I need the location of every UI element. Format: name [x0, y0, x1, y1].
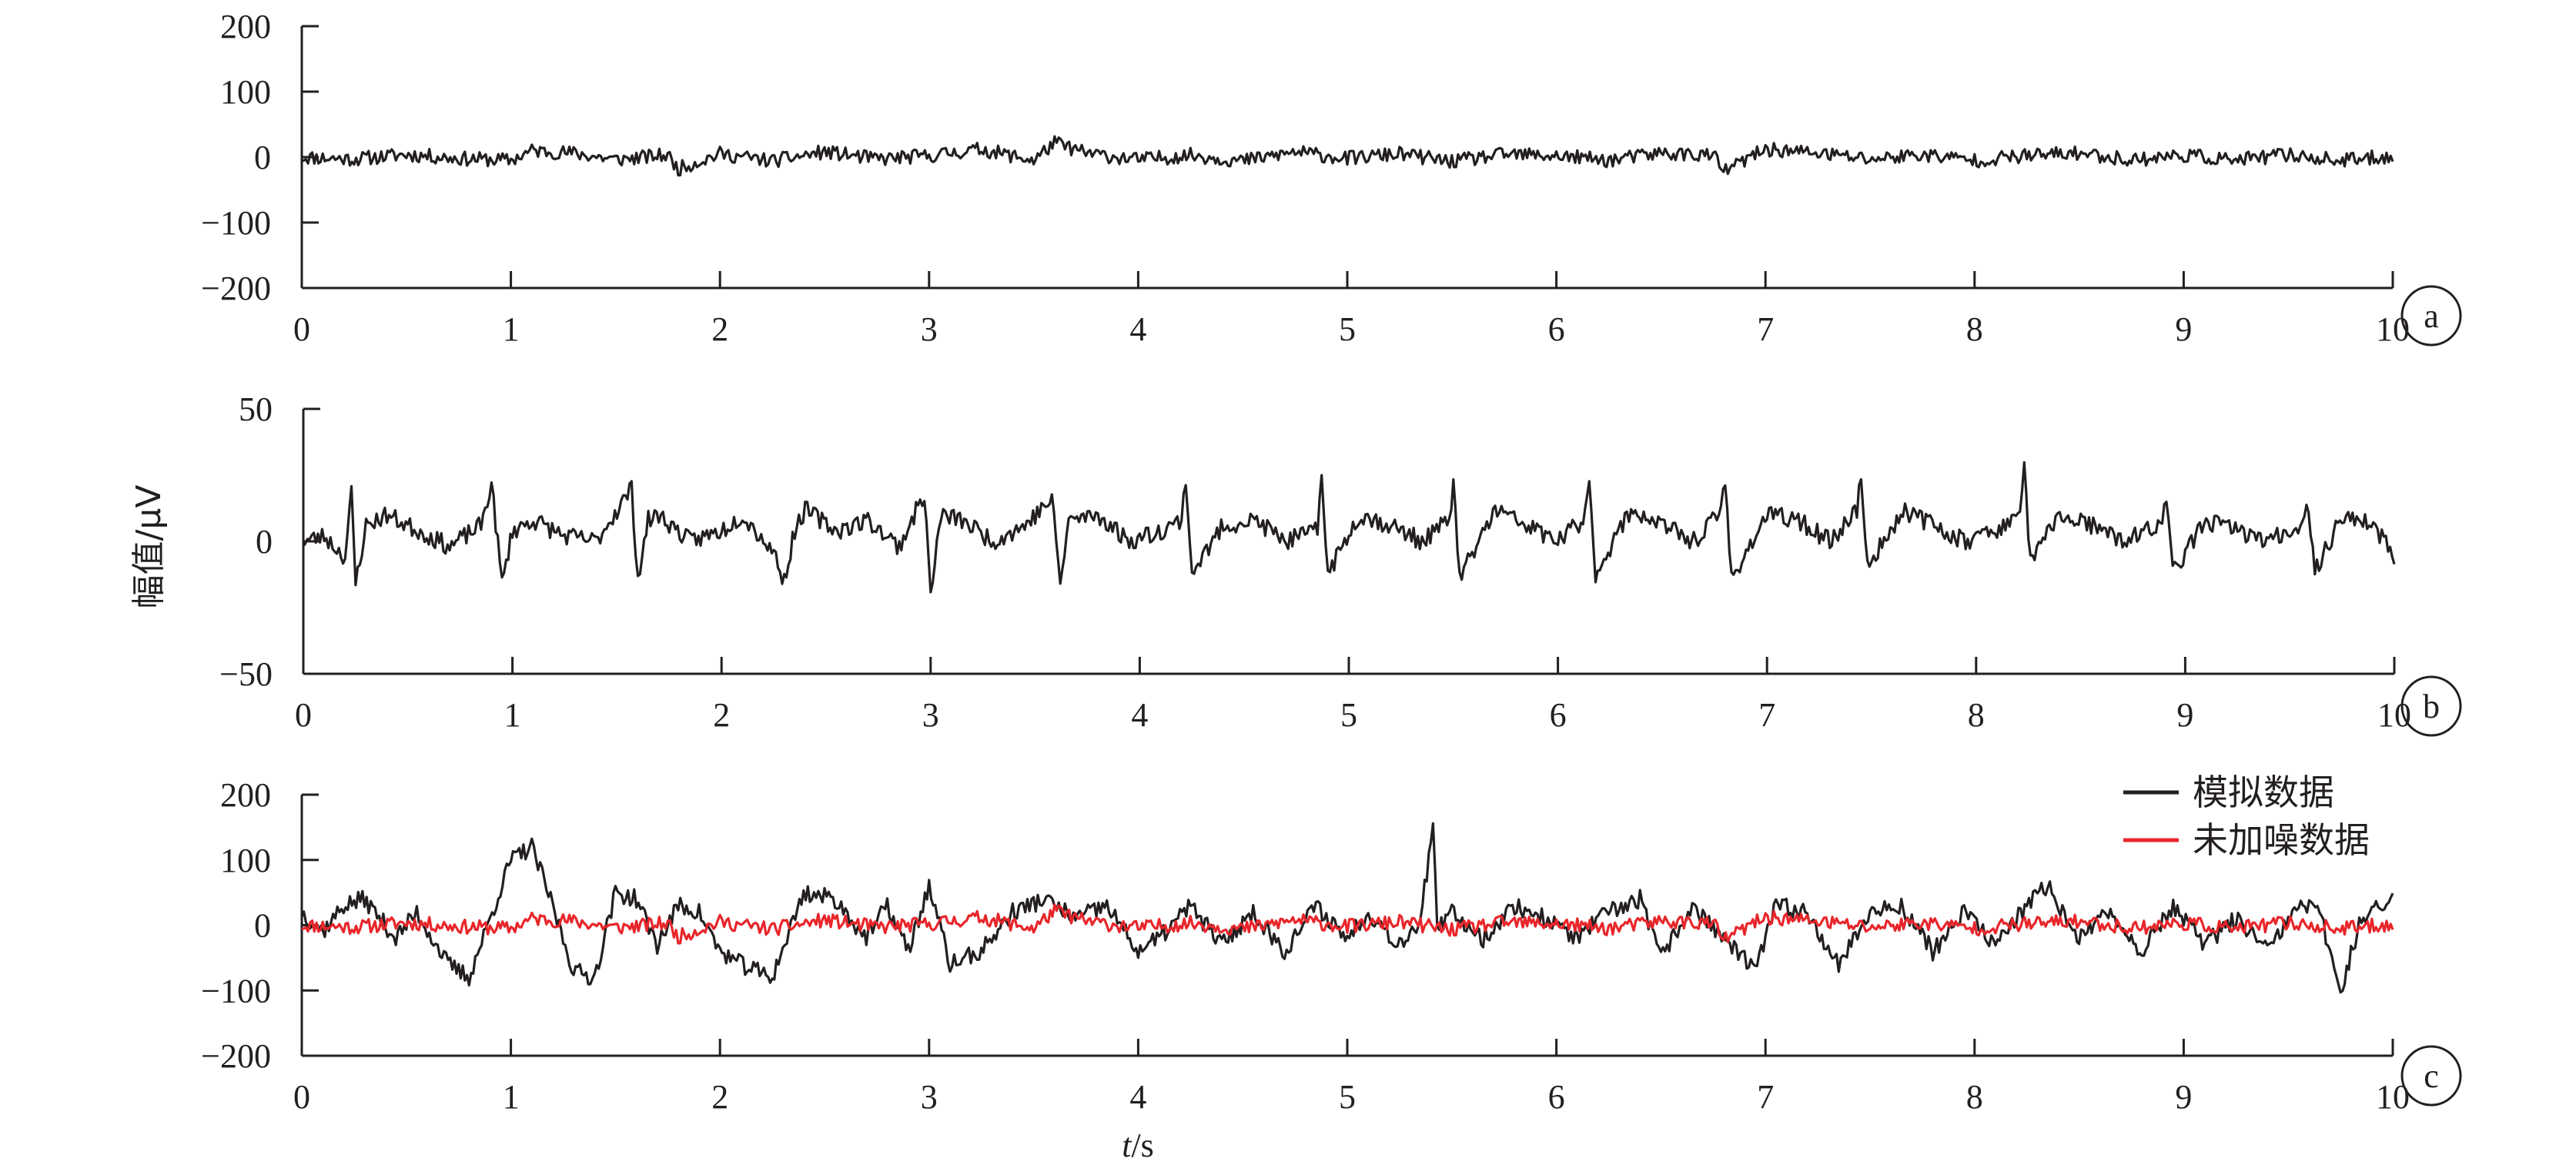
panel-a-x-tick-label: 9 [2175, 310, 2192, 348]
panel-c-y-tick-label: 100 [220, 842, 271, 879]
panel-b-tag: b [2400, 675, 2462, 737]
x-axis-title-var: t [1122, 1127, 1132, 1164]
panel-a-x-tick-label: 5 [1339, 310, 1356, 348]
panel-c-x-tick-label: 8 [1966, 1078, 1983, 1116]
panel-c-x-tick-label: 2 [711, 1078, 728, 1116]
panel-b-plot: 50 0 −50 0 1 2 3 4 5 6 7 8 9 10 [219, 390, 2411, 734]
panel-c-x-tick-label: 6 [1548, 1078, 1565, 1116]
panel-b-x-tick-label: 0 [295, 696, 312, 734]
panel-c-x-tick-label: 3 [921, 1078, 938, 1116]
panel-c-x-tick-label: 4 [1129, 1078, 1146, 1116]
panel-a-tag-label: a [2424, 297, 2439, 335]
panel-b-x-tick-label: 7 [1758, 696, 1775, 734]
panel-b-y-tick-label: 0 [256, 523, 273, 561]
legend-label-simulated: 模拟数据 [2193, 772, 2334, 813]
legend: 模拟数据 未加噪数据 [2123, 772, 2370, 861]
panel-a-y-tick-label: 200 [220, 8, 271, 45]
panel-c-y-tick-label: −200 [201, 1037, 271, 1075]
panel-b-x-tick-label: 9 [2176, 696, 2193, 734]
panel-a-y-tick-label: −200 [201, 270, 271, 307]
legend-label-clean: 未加噪数据 [2193, 819, 2370, 861]
panel-c-y-tick-label: −100 [201, 972, 271, 1010]
panel-c-x-tick-label: 5 [1339, 1078, 1356, 1116]
panel-c-series-0-line [300, 822, 2394, 994]
panel-b-x-tick-label: 4 [1131, 696, 1148, 734]
panel-b-x-tick-label: 8 [1968, 696, 1985, 734]
panel-b-x-tick-label: 10 [2377, 696, 2411, 734]
panel-a-tag: a [2400, 285, 2462, 347]
panel-a-x-tick-label: 8 [1966, 310, 1983, 348]
panel-c-x-tick-label: 9 [2175, 1078, 2192, 1116]
panel-b-y-tick-label: 50 [239, 390, 273, 428]
panel-b-tag-label: b [2423, 688, 2440, 725]
panel-c: 200 100 0 −100 −200 0 1 2 3 4 5 6 7 8 9 10 c 模拟数据 未加噪数据 [201, 772, 2462, 1116]
panel-c-x-tick-label: 1 [503, 1078, 520, 1116]
panel-c-plot: 200 100 0 −100 −200 0 1 2 3 4 5 6 7 8 9 10 [201, 776, 2410, 1116]
panel-a-tag-circle [2400, 285, 2462, 347]
panel-b-x-tick-label: 2 [713, 696, 730, 734]
panel-c-x-tick-label: 7 [1757, 1078, 1774, 1116]
panel-c-tag: c [2400, 1045, 2462, 1107]
panel-c-x-tick-label: 10 [2376, 1078, 2410, 1116]
panel-b-y-tick-label: −50 [219, 655, 273, 693]
panel-b-x-tick-label: 6 [1550, 696, 1567, 734]
panel-b-x-tick-label: 1 [504, 696, 521, 734]
panel-a-x-tick-label: 7 [1757, 310, 1774, 348]
panel-a-x-tick-label: 3 [921, 310, 938, 348]
panel-c-tag-label: c [2424, 1057, 2439, 1095]
panel-c-tag-circle [2400, 1045, 2462, 1107]
panel-a-x-tick-label: 6 [1548, 310, 1565, 348]
panel-b-x-tick-label: 5 [1340, 696, 1357, 734]
x-axis-title: t/s [1122, 1127, 1154, 1164]
y-axis-title: 幅值/μV [129, 485, 169, 609]
panel-c-series-1-line [301, 903, 2394, 945]
panel-a-y-tick-label: 100 [220, 73, 271, 111]
panel-b-x-tick-label: 3 [922, 696, 939, 734]
panel-a-y-tick-label: 0 [254, 139, 271, 176]
panel-b-series-0-line [302, 460, 2396, 594]
panel-c-x-tick-label: 0 [293, 1078, 310, 1116]
panel-a-series-0-line [301, 135, 2394, 177]
panel-c-y-tick-label: 0 [254, 907, 271, 945]
panel-c-y-tick-label: 200 [220, 776, 271, 814]
panel-a-x-tick-label: 2 [711, 310, 728, 348]
panel-a-x-tick-label: 4 [1129, 310, 1146, 348]
panel-a-x-tick-label: 0 [293, 310, 310, 348]
panel-a-y-tick-label: −100 [201, 204, 271, 242]
panel-a-x-tick-label: 1 [503, 310, 520, 348]
panel-b: 50 0 −50 0 1 2 3 4 5 6 7 8 9 10 b [219, 390, 2462, 737]
panel-b-tag-circle [2400, 675, 2462, 737]
x-axis-title-unit: /s [1131, 1127, 1153, 1164]
